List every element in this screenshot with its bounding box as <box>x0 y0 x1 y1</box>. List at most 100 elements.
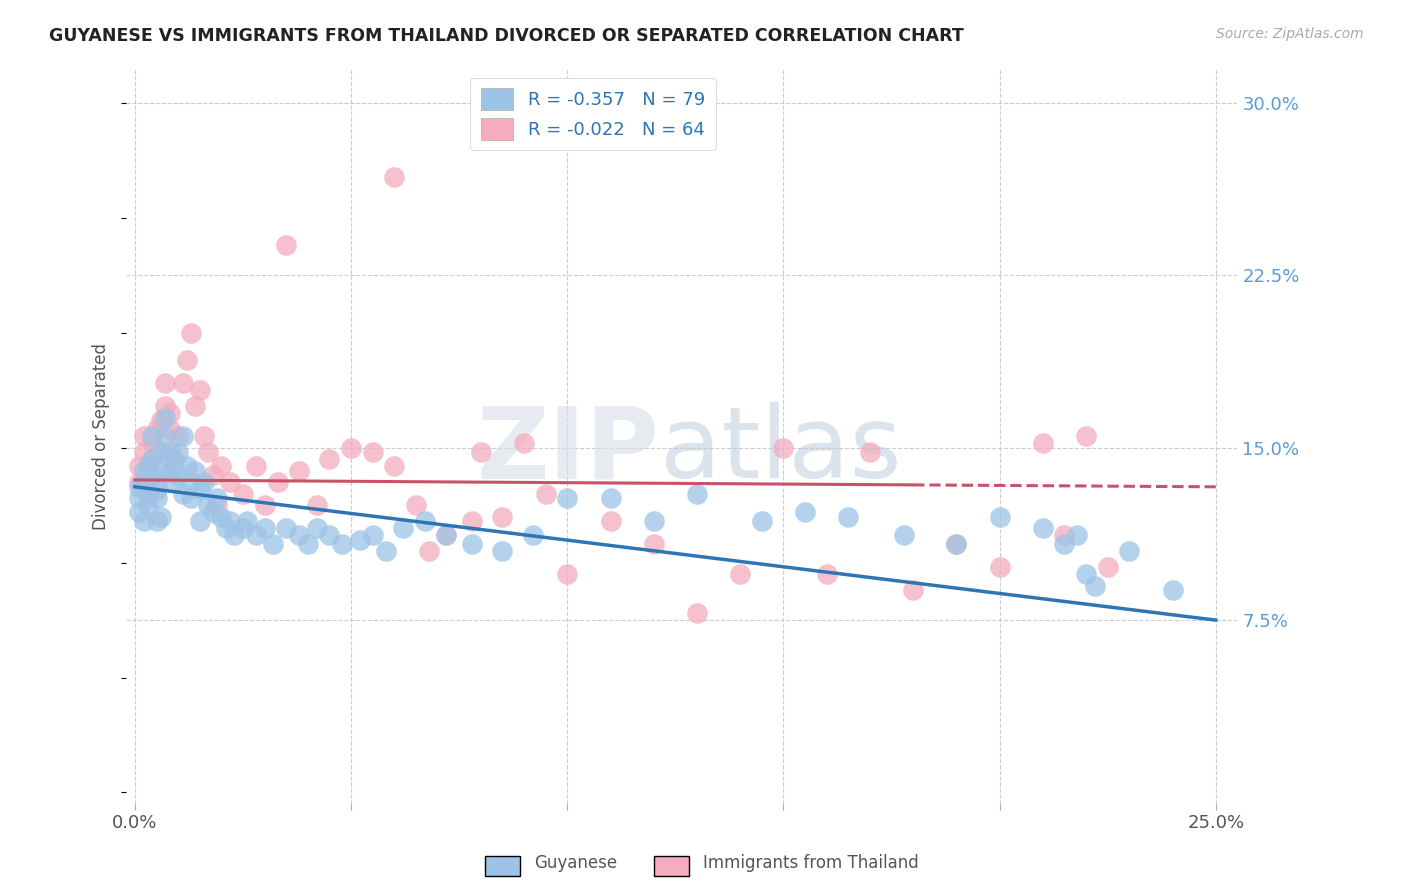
Point <box>945 537 967 551</box>
Point <box>815 567 838 582</box>
Point <box>163 459 186 474</box>
Point <box>224 528 246 542</box>
Point <box>901 583 924 598</box>
Point <box>159 445 181 459</box>
Point <box>159 464 181 478</box>
Point <box>555 491 578 506</box>
Text: Immigrants from Thailand: Immigrants from Thailand <box>703 855 918 872</box>
Point <box>155 429 177 443</box>
Point <box>461 514 484 528</box>
Point <box>209 509 232 524</box>
Point <box>136 498 159 512</box>
Point <box>859 445 882 459</box>
Point <box>201 505 224 519</box>
Point <box>141 452 163 467</box>
Point <box>132 445 155 459</box>
Point <box>149 445 172 459</box>
Point <box>172 376 194 391</box>
Point <box>1032 436 1054 450</box>
Point <box>513 436 536 450</box>
Point <box>128 475 150 490</box>
Point <box>201 468 224 483</box>
Point <box>145 422 167 436</box>
Point <box>132 464 155 478</box>
Point <box>461 537 484 551</box>
Text: GUYANESE VS IMMIGRANTS FROM THAILAND DIVORCED OR SEPARATED CORRELATION CHART: GUYANESE VS IMMIGRANTS FROM THAILAND DIV… <box>49 27 965 45</box>
Point <box>232 486 254 500</box>
Point <box>297 537 319 551</box>
Point <box>392 521 415 535</box>
Legend: R = -0.357   N = 79, R = -0.022   N = 64: R = -0.357 N = 79, R = -0.022 N = 64 <box>470 78 716 151</box>
Point <box>470 445 492 459</box>
Point <box>180 475 202 490</box>
Point <box>215 521 238 535</box>
Point <box>245 459 267 474</box>
Point <box>159 406 181 420</box>
Point <box>374 544 396 558</box>
Point <box>988 560 1011 574</box>
Point <box>288 464 311 478</box>
Point <box>128 459 150 474</box>
Point <box>159 422 181 436</box>
Point <box>155 410 177 425</box>
Point <box>167 429 190 443</box>
Point <box>149 509 172 524</box>
Text: ZIP: ZIP <box>477 402 659 500</box>
Point <box>167 468 190 483</box>
Point <box>145 482 167 496</box>
Point <box>794 505 817 519</box>
Point <box>141 429 163 443</box>
Point <box>176 353 198 368</box>
Point <box>180 491 202 506</box>
Point <box>245 528 267 542</box>
Point <box>382 169 405 184</box>
Point <box>1053 528 1076 542</box>
Point <box>1053 537 1076 551</box>
Point <box>643 537 665 551</box>
Point <box>136 459 159 474</box>
Point <box>141 452 163 467</box>
Y-axis label: Divorced or Separated: Divorced or Separated <box>93 343 110 530</box>
Point <box>136 491 159 506</box>
Point <box>945 537 967 551</box>
Point <box>145 514 167 528</box>
Point <box>128 480 150 494</box>
Point <box>188 482 211 496</box>
Point <box>205 498 228 512</box>
Point <box>163 452 186 467</box>
Point <box>405 498 427 512</box>
Point <box>155 376 177 391</box>
Point <box>837 509 859 524</box>
Point <box>361 528 384 542</box>
Point <box>145 491 167 506</box>
Point <box>1066 528 1088 542</box>
Point <box>236 514 259 528</box>
Point <box>305 521 328 535</box>
Point <box>434 528 457 542</box>
Point <box>262 537 284 551</box>
Point <box>555 567 578 582</box>
Text: Source: ZipAtlas.com: Source: ZipAtlas.com <box>1216 27 1364 41</box>
Point <box>643 514 665 528</box>
Point <box>149 413 172 427</box>
Point <box>176 459 198 474</box>
Point <box>219 514 242 528</box>
Point <box>132 475 155 490</box>
Point <box>491 544 513 558</box>
Point <box>205 491 228 506</box>
Point <box>686 486 709 500</box>
Point <box>413 514 436 528</box>
Point <box>599 514 621 528</box>
Point <box>305 498 328 512</box>
Point <box>193 429 215 443</box>
Point <box>361 445 384 459</box>
Point <box>145 475 167 490</box>
Point <box>188 514 211 528</box>
Point <box>128 505 150 519</box>
Point <box>180 326 202 340</box>
Point <box>253 521 276 535</box>
Point <box>988 509 1011 524</box>
Point <box>1032 521 1054 535</box>
Point <box>418 544 440 558</box>
Point <box>197 445 219 459</box>
